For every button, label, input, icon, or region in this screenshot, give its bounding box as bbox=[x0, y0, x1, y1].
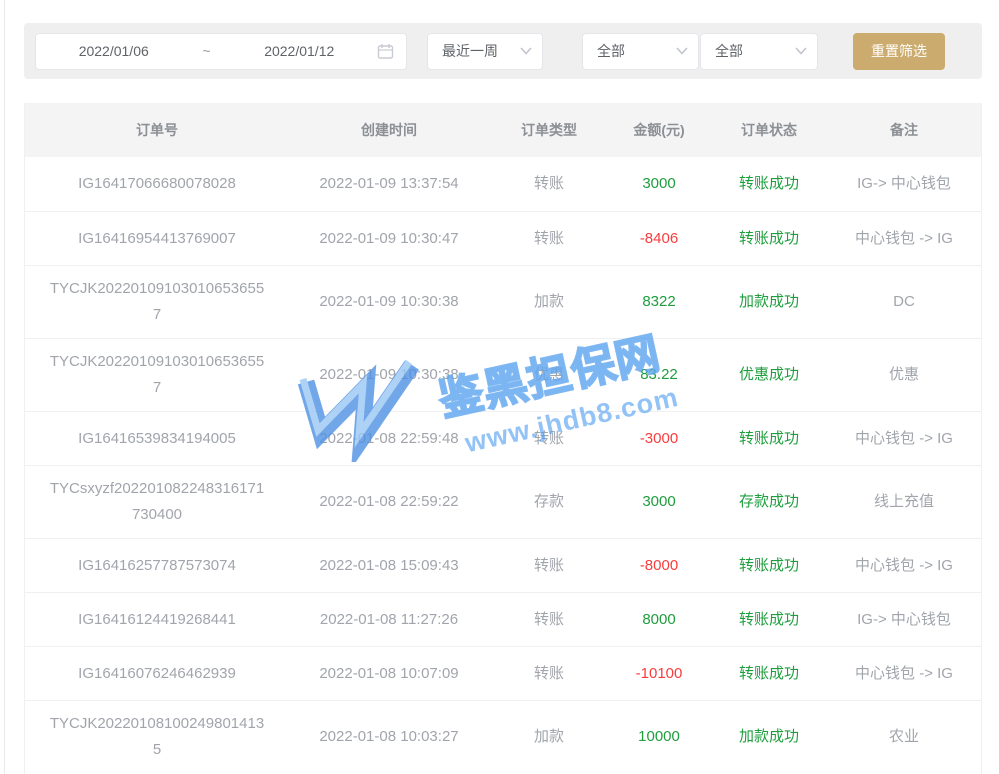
cell-amount: 8322 bbox=[642, 293, 676, 310]
table-row: IG16416124419268441 2022-01-08 11:27:26 … bbox=[25, 592, 981, 646]
cell-order-type: 转账 bbox=[533, 664, 564, 682]
cell-remark: 线上充值 bbox=[873, 493, 934, 510]
cell-amount: -10100 bbox=[635, 664, 683, 682]
cell-order-no: TYCJK202201091030106536557 bbox=[49, 280, 265, 323]
cell-order-status: 加款成功 bbox=[738, 728, 799, 745]
cell-order-no: IG16417066680078028 bbox=[78, 175, 236, 192]
cell-order-status: 存款成功 bbox=[738, 493, 799, 510]
cell-remark: 中心钱包 -> IG bbox=[855, 429, 953, 447]
cell-created-time: 2022-01-08 22:59:22 bbox=[319, 493, 459, 510]
table-header-row: 订单号 创建时间 订单类型 金额(元) 订单状态 备注 bbox=[25, 103, 981, 157]
table-row: IG16416076246462939 2022-01-08 10:07:09 … bbox=[25, 646, 981, 700]
cell-order-type: 转账 bbox=[533, 429, 564, 447]
chevron-down-icon bbox=[520, 47, 532, 55]
cell-order-no: IG16416539834194005 bbox=[78, 429, 236, 447]
cell-created-time: 2022-01-09 10:30:47 bbox=[319, 229, 459, 247]
cell-order-status: 转账成功 bbox=[738, 664, 799, 682]
chevron-down-icon bbox=[795, 47, 807, 55]
cell-order-type: 转账 bbox=[533, 610, 564, 628]
cell-amount: -8000 bbox=[639, 556, 679, 574]
cell-amount: 8000 bbox=[642, 610, 676, 628]
cell-order-status: 转账成功 bbox=[738, 229, 799, 247]
cell-remark: 农业 bbox=[888, 728, 919, 745]
date-range-picker[interactable]: 2022/01/06 ~ 2022/01/12 bbox=[35, 32, 407, 70]
cell-order-status: 优惠成功 bbox=[738, 366, 799, 383]
cell-order-type: 转账 bbox=[533, 556, 564, 574]
cell-order-no: IG16416257787573074 bbox=[78, 556, 236, 574]
cell-order-no: TYCJK202201081002498014135 bbox=[49, 715, 265, 758]
order-type-value: 全部 bbox=[597, 43, 625, 59]
cell-order-type: 转账 bbox=[533, 175, 564, 192]
column-header-type: 订单类型 bbox=[521, 122, 577, 138]
order-table: 订单号 创建时间 订单类型 金额(元) 订单状态 备注 IG1641706668… bbox=[24, 103, 982, 774]
column-header-created: 创建时间 bbox=[361, 122, 417, 138]
column-header-remark: 备注 bbox=[890, 122, 918, 138]
cell-order-no: IG16416076246462939 bbox=[78, 664, 236, 682]
cell-created-time: 2022-01-09 10:30:38 bbox=[319, 293, 459, 310]
date-start-value[interactable]: 2022/01/06 bbox=[78, 43, 149, 59]
date-preset-select[interactable]: 最近一周 bbox=[427, 32, 543, 70]
cell-order-status: 转账成功 bbox=[738, 175, 799, 192]
order-status-value: 全部 bbox=[715, 43, 743, 59]
chevron-down-icon bbox=[676, 47, 688, 55]
column-header-order-no: 订单号 bbox=[136, 122, 178, 138]
table-row: TYCsxyzf202201082248316171730400 2022-01… bbox=[25, 465, 981, 538]
table-row: IG16417066680078028 2022-01-09 13:37:54 … bbox=[25, 157, 981, 211]
cell-remark: DC bbox=[893, 293, 915, 310]
cell-remark: 中心钱包 -> IG bbox=[855, 664, 953, 682]
cell-remark: IG-> 中心钱包 bbox=[857, 610, 951, 628]
reset-filters-button[interactable]: 重置筛选 bbox=[853, 32, 945, 70]
order-status-select[interactable]: 全部 bbox=[700, 32, 818, 70]
cell-amount: 83.22 bbox=[640, 366, 678, 383]
order-table-body: IG16417066680078028 2022-01-09 13:37:54 … bbox=[25, 157, 981, 773]
filter-bar: 2022/01/06 ~ 2022/01/12 最近一周 全部 全部 bbox=[24, 23, 982, 79]
date-preset-value: 最近一周 bbox=[442, 43, 498, 59]
table-row: TYCJK202201081002498014135 2022-01-08 10… bbox=[25, 700, 981, 773]
cell-order-type: 加款 bbox=[533, 728, 564, 745]
cell-order-type: 存款 bbox=[533, 493, 564, 510]
table-row: IG16416257787573074 2022-01-08 15:09:43 … bbox=[25, 538, 981, 592]
cell-created-time: 2022-01-08 22:59:48 bbox=[319, 429, 459, 447]
cell-order-no: TYCJK202201091030106536557 bbox=[49, 353, 265, 396]
column-header-status: 订单状态 bbox=[741, 122, 797, 138]
cell-order-status: 转账成功 bbox=[738, 556, 799, 574]
cell-amount: 3000 bbox=[642, 175, 676, 192]
cell-order-type: 加款 bbox=[533, 293, 564, 310]
table-row: IG16416539834194005 2022-01-08 22:59:48 … bbox=[25, 411, 981, 465]
table-row: TYCJK202201091030106536557 2022-01-09 10… bbox=[25, 265, 981, 338]
cell-amount: -8406 bbox=[639, 229, 679, 247]
cell-created-time: 2022-01-09 13:37:54 bbox=[319, 175, 459, 192]
cell-remark: 中心钱包 -> IG bbox=[855, 556, 953, 574]
cell-order-no: IG16416954413769007 bbox=[78, 229, 236, 247]
cell-order-type: 转账 bbox=[533, 229, 564, 247]
order-page: 2022/01/06 ~ 2022/01/12 最近一周 全部 全部 bbox=[24, 0, 982, 774]
table-row: TYCJK202201091030106536557 2022-01-09 10… bbox=[25, 338, 981, 411]
cell-created-time: 2022-01-08 15:09:43 bbox=[319, 556, 459, 574]
column-header-amount: 金额(元) bbox=[633, 122, 685, 138]
page-left-divider bbox=[4, 0, 5, 774]
calendar-icon bbox=[377, 43, 394, 59]
cell-created-time: 2022-01-08 10:07:09 bbox=[319, 664, 459, 682]
cell-created-time: 2022-01-08 11:27:26 bbox=[319, 610, 459, 628]
cell-amount: -3000 bbox=[639, 429, 679, 447]
cell-amount: 3000 bbox=[642, 493, 676, 510]
cell-order-no: TYCsxyzf202201082248316171730400 bbox=[49, 480, 265, 523]
date-end-value[interactable]: 2022/01/12 bbox=[264, 43, 335, 59]
cell-order-status: 加款成功 bbox=[738, 293, 799, 310]
cell-remark: 优惠 bbox=[888, 366, 919, 383]
cell-remark: IG-> 中心钱包 bbox=[857, 175, 951, 192]
cell-remark: 中心钱包 -> IG bbox=[855, 229, 953, 247]
cell-order-type: 优惠 bbox=[533, 366, 564, 383]
cell-created-time: 2022-01-09 10:30:38 bbox=[319, 366, 459, 383]
order-type-select[interactable]: 全部 bbox=[582, 32, 699, 70]
cell-order-status: 转账成功 bbox=[738, 610, 799, 628]
cell-order-status: 转账成功 bbox=[738, 429, 799, 447]
cell-order-no: IG16416124419268441 bbox=[78, 610, 236, 628]
cell-created-time: 2022-01-08 10:03:27 bbox=[319, 728, 459, 745]
table-row: IG16416954413769007 2022-01-09 10:30:47 … bbox=[25, 211, 981, 265]
date-separator: ~ bbox=[202, 43, 211, 59]
cell-amount: 10000 bbox=[638, 728, 680, 745]
